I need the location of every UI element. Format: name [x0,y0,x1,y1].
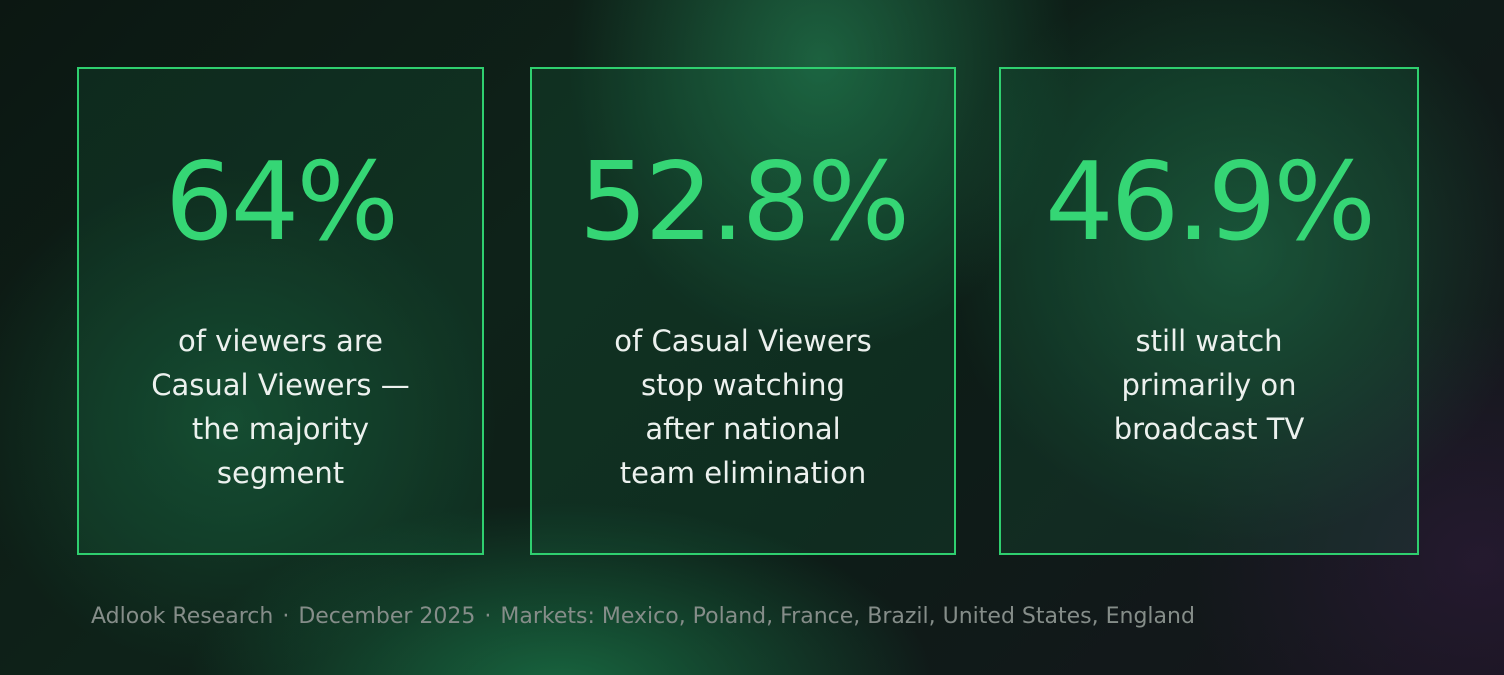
stat-description: of viewers are Casual Viewers — the majo… [151,324,410,490]
stat-description: of Casual Viewers stop watching after na… [614,324,872,490]
stat-card-casual-viewers: 64% of viewers are Casual Viewers — the … [77,67,484,555]
source-footer: Adlook Research · December 2025 · Markets: M… [91,604,1195,629]
stat-value: 46.9% [1044,140,1376,265]
footer-source: Adlook Research [91,604,274,629]
footer-separator: · [484,604,492,629]
footer-separator: · [282,604,290,629]
stat-value: 64% [164,140,399,265]
footer-markets: Markets: Mexico, Poland, France, Brazil,… [500,604,1195,629]
footer-date: December 2025 [298,604,476,629]
stat-card-broadcast-tv: 46.9% still watch primarily on broadcast… [999,67,1419,555]
stat-value: 52.8% [578,140,910,265]
stat-card-stop-watching: 52.8% of Casual Viewers stop watching af… [530,67,956,555]
stat-description: still watch primarily on broadcast TV [1113,324,1305,446]
